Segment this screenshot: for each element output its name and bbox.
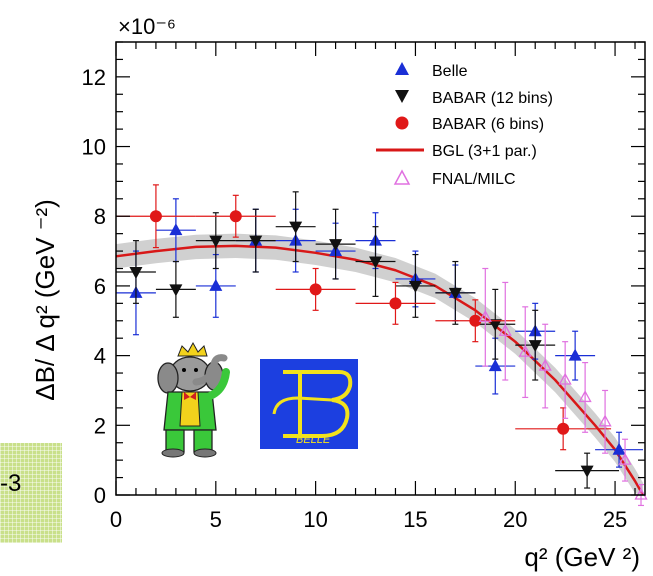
data-point	[488, 359, 502, 372]
legend-marker-babar6	[395, 116, 409, 130]
data-point	[169, 223, 183, 236]
x-tick-label: 15	[403, 507, 427, 532]
y-tick-label: 10	[82, 135, 106, 160]
x-tick-label: 0	[110, 507, 122, 532]
axes	[115, 41, 646, 496]
data-point	[488, 319, 502, 332]
legend-marker-babar12	[395, 90, 409, 103]
x-tick-label: 20	[503, 507, 527, 532]
babar-elephant-logo	[157, 341, 230, 458]
data-point	[578, 390, 592, 403]
data-point	[209, 278, 223, 291]
data-point	[448, 287, 462, 300]
data-point	[618, 452, 632, 465]
legend-marker-belle	[395, 62, 409, 75]
legend-label-bgl: BGL (3+1 par.)	[432, 143, 537, 160]
x-tick-label: 5	[210, 507, 222, 532]
y-tick-label: 4	[94, 344, 106, 369]
y-axis-multiplier: ×10⁻⁶	[118, 14, 176, 39]
data-point	[369, 256, 383, 269]
y-tick-label: 8	[94, 204, 106, 229]
y-tick-label: 6	[94, 274, 106, 299]
belle-logo: BELLE	[260, 359, 358, 449]
data-point	[389, 297, 402, 310]
series-babar-12-bins-	[116, 191, 620, 489]
data-point	[289, 221, 303, 234]
slide-number-text: -3	[0, 470, 22, 497]
data-point	[538, 358, 552, 371]
data-point	[149, 210, 162, 223]
legend: Belle BABAR (12 bins) BABAR (6 bins) BGL…	[376, 62, 553, 188]
data-point	[169, 284, 183, 297]
legend-label-babar12: BABAR (12 bins)	[432, 90, 553, 107]
data-point	[634, 487, 648, 500]
slide-number-badge: -3	[0, 443, 62, 543]
data-point	[598, 414, 612, 427]
y-tick-label: 0	[94, 483, 106, 508]
data-point	[129, 266, 143, 279]
x-tick-label: 10	[303, 507, 327, 532]
data-point	[229, 210, 242, 223]
legend-marker-fnal	[393, 169, 411, 185]
data-point	[329, 239, 343, 252]
data-point	[309, 283, 322, 296]
x-tick-label: 25	[603, 507, 627, 532]
legend-label-belle: Belle	[432, 63, 468, 80]
data-point	[568, 348, 582, 361]
data-point	[558, 372, 572, 385]
legend-label-babar6: BABAR (6 bins)	[432, 116, 544, 133]
data-point	[478, 309, 492, 322]
data-point	[498, 323, 512, 336]
belle-logo-text: BELLE	[296, 434, 331, 446]
y-tick-label: 12	[82, 65, 106, 90]
data-point	[469, 314, 482, 327]
data-point	[580, 465, 594, 478]
y-tick-label: 2	[94, 413, 106, 438]
legend-label-fnal: FNAL/MILC	[432, 171, 516, 188]
data-point	[408, 280, 422, 293]
tick-labels: 0 5 10 15 20 25 0 2 4 6 8 10 12	[82, 65, 628, 532]
data-point	[209, 235, 223, 248]
data-point	[557, 422, 570, 435]
series-babar-6-bins-	[116, 184, 612, 451]
data-point	[528, 340, 542, 353]
data-point	[518, 344, 532, 357]
data-points	[116, 184, 648, 507]
series-fnal-milc	[478, 267, 648, 507]
data-point	[612, 442, 626, 455]
data-point	[249, 235, 263, 248]
x-axis-title: q² (GeV ²)	[524, 542, 640, 572]
y-axis-title: ΔB/ Δ q² (GeV ⁻²)	[30, 199, 60, 401]
